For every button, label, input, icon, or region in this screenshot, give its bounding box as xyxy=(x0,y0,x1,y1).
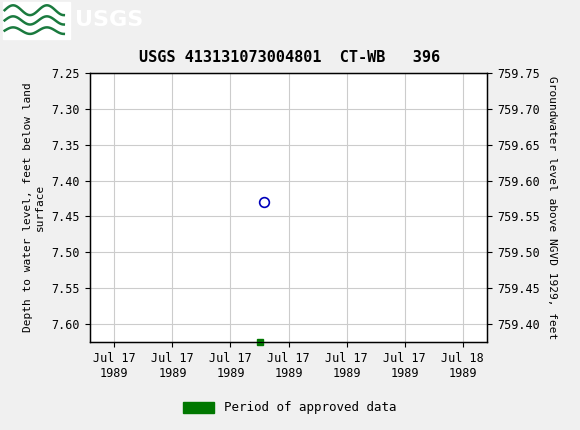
Y-axis label: Groundwater level above NGVD 1929, feet: Groundwater level above NGVD 1929, feet xyxy=(546,76,557,339)
Text: USGS: USGS xyxy=(75,10,144,31)
Y-axis label: Depth to water level, feet below land
surface: Depth to water level, feet below land su… xyxy=(23,83,45,332)
Text: USGS 413131073004801  CT-WB   396: USGS 413131073004801 CT-WB 396 xyxy=(139,49,441,64)
Legend: Period of approved data: Period of approved data xyxy=(178,396,402,419)
